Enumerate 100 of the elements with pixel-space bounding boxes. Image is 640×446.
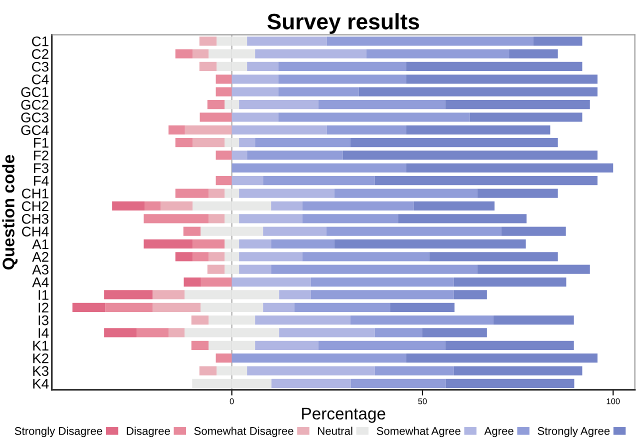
y-tick-label: A3	[32, 264, 48, 275]
y-tick-label: CH1	[22, 188, 48, 198]
bar	[175, 188, 209, 198]
bar	[278, 74, 406, 84]
bar	[207, 100, 225, 110]
y-tick-label: A1	[32, 239, 48, 250]
bar	[247, 366, 375, 376]
bar	[168, 125, 185, 134]
bar	[104, 328, 136, 338]
bar	[168, 328, 185, 338]
bar	[232, 176, 264, 186]
bar	[446, 378, 574, 388]
legend-label: Disagree	[126, 426, 170, 438]
bar	[207, 264, 225, 274]
bar	[279, 328, 375, 338]
bar	[398, 214, 527, 224]
bar	[144, 214, 209, 224]
bar	[310, 277, 454, 287]
bar	[191, 340, 209, 350]
bar	[406, 163, 614, 172]
bar	[374, 176, 598, 186]
bar	[263, 302, 294, 312]
bar	[232, 87, 278, 96]
bar	[208, 252, 225, 262]
bar	[192, 49, 209, 58]
bar	[216, 74, 232, 84]
bar	[199, 366, 217, 376]
bar	[239, 264, 272, 274]
y-tick-label: F1	[34, 138, 48, 148]
bar	[239, 239, 272, 249]
bar	[422, 328, 487, 338]
bar	[136, 328, 169, 338]
bar	[112, 201, 144, 211]
bar	[454, 277, 566, 287]
y-tick-label: K2	[33, 353, 48, 364]
bar	[374, 328, 422, 338]
bar	[271, 239, 334, 249]
legend-label: Somewhat Agree	[376, 426, 460, 438]
bar	[232, 112, 278, 122]
bar	[454, 366, 582, 376]
y-tick-label: C3	[32, 62, 48, 72]
bar	[232, 277, 311, 287]
bar	[160, 201, 193, 211]
bar	[263, 226, 326, 236]
bar	[200, 112, 232, 122]
y-tick-label: I4	[38, 328, 49, 338]
y-tick-label: GC1	[21, 87, 48, 98]
bar	[406, 354, 598, 363]
bar	[263, 176, 375, 186]
bar	[144, 201, 161, 211]
bar	[406, 62, 582, 72]
bar	[342, 150, 598, 160]
bar	[326, 36, 534, 46]
bar	[374, 366, 454, 376]
bar	[104, 290, 153, 300]
x-tick-label: 0	[230, 398, 234, 404]
y-tick-label: GC3	[21, 112, 48, 122]
bar	[334, 239, 526, 249]
bar	[302, 201, 414, 211]
bar	[184, 277, 201, 287]
bar	[105, 302, 153, 312]
y-tick-label: GC4	[21, 125, 49, 136]
bar	[239, 214, 302, 224]
y-tick-label: F2	[34, 150, 48, 160]
bar	[184, 125, 232, 134]
y-tick-label: C1	[32, 36, 48, 46]
bar	[366, 49, 510, 58]
legend-label: Somewhat Disagree	[194, 426, 294, 438]
bar	[390, 302, 455, 312]
bar	[318, 340, 446, 350]
bar	[533, 36, 582, 46]
bar	[152, 302, 201, 312]
y-tick-label: F3	[34, 163, 48, 174]
bar	[509, 49, 558, 58]
bar	[175, 49, 193, 58]
bar	[278, 112, 470, 122]
y-tick-label: F4	[34, 176, 49, 186]
bar	[183, 226, 201, 236]
chart-title: Survey results	[267, 13, 420, 34]
y-tick-label: CH2	[22, 201, 48, 212]
y-tick-label: A2	[32, 252, 48, 262]
legend-label: Strongly Disagree	[14, 426, 102, 438]
bar	[200, 277, 232, 287]
legend-label: Neutral	[318, 426, 352, 435]
y-tick-label: CH3	[22, 214, 48, 224]
y-tick-label: CH4	[22, 226, 49, 236]
bar	[199, 62, 217, 72]
y-tick-label: C4	[32, 74, 49, 84]
bar	[247, 150, 343, 160]
bar	[318, 100, 446, 110]
bar	[232, 150, 248, 160]
bar	[445, 100, 590, 110]
bar	[152, 290, 185, 300]
bar	[239, 100, 318, 110]
bar	[302, 252, 430, 262]
bar	[350, 316, 494, 325]
y-tick-label: I3	[38, 315, 48, 326]
bar	[326, 226, 502, 236]
bar	[358, 87, 598, 96]
x-tick-label: 50	[418, 398, 427, 404]
